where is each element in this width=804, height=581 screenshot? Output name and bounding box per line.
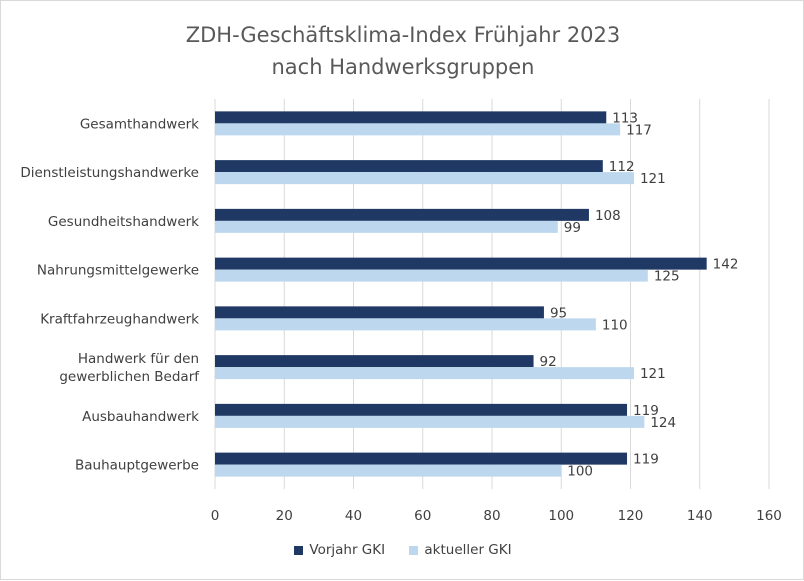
legend-swatch-vorjahr xyxy=(294,545,304,555)
bar-aktuell xyxy=(215,269,648,282)
category-label: gewerblichen Bedarf xyxy=(59,369,200,385)
bar-aktuell xyxy=(215,464,562,477)
data-label-aktuell: 117 xyxy=(626,122,652,138)
category-label: Bauhauptgewerbe xyxy=(75,458,199,474)
x-tick-label-40: 40 xyxy=(345,508,362,524)
x-tick-label-140: 140 xyxy=(687,508,713,524)
bar-aktuell xyxy=(215,220,558,233)
bar-aktuell xyxy=(215,123,621,136)
x-tick-label-80: 80 xyxy=(483,508,500,524)
chart-title-block: ZDH-Geschäftsklima-Index Frühjahr 2023 n… xyxy=(1,19,804,83)
data-label-aktuell: 100 xyxy=(567,464,593,480)
legend-label-aktuell: aktueller GKI xyxy=(424,542,512,558)
x-tick-label-160: 160 xyxy=(756,508,782,524)
category-label: Kraftfahrzeughandwerk xyxy=(40,311,199,327)
data-label-vorjahr: 113 xyxy=(612,110,638,126)
data-label-aktuell: 121 xyxy=(640,366,666,382)
bar-aktuell xyxy=(215,367,634,380)
x-tick-label-120: 120 xyxy=(618,508,644,524)
data-label-vorjahr: 119 xyxy=(633,403,659,419)
bar-vorjahr xyxy=(215,355,534,368)
bar-vorjahr xyxy=(215,257,707,270)
x-tick-label-20: 20 xyxy=(276,508,293,524)
category-label: Nahrungsmittelgewerke xyxy=(37,263,199,279)
data-label-vorjahr: 108 xyxy=(595,208,621,224)
legend-item-aktuell: aktueller GKI xyxy=(409,542,512,558)
category-label: Dienstleistungshandwerke xyxy=(20,165,199,181)
category-label: Handwerk für den xyxy=(78,351,199,367)
category-label: Ausbauhandwerk xyxy=(82,409,199,425)
category-label: Gesamthandwerk xyxy=(80,116,199,132)
data-label-vorjahr: 95 xyxy=(550,305,567,321)
bar-vorjahr xyxy=(215,452,628,465)
bar-vorjahr xyxy=(215,208,589,221)
data-label-vorjahr: 92 xyxy=(540,354,557,370)
data-label-aktuell: 124 xyxy=(650,415,676,431)
bar-aktuell xyxy=(215,172,634,185)
bar-vorjahr xyxy=(215,160,603,173)
data-label-aktuell: 125 xyxy=(654,269,680,285)
data-label-aktuell: 121 xyxy=(640,171,666,187)
data-label-aktuell: 99 xyxy=(564,220,581,236)
bar-aktuell xyxy=(215,318,596,331)
data-label-vorjahr: 142 xyxy=(713,257,739,273)
bar-vorjahr xyxy=(215,111,607,124)
bar-vorjahr xyxy=(215,306,544,319)
x-tick-label-100: 100 xyxy=(548,508,574,524)
bar-vorjahr xyxy=(215,403,628,416)
x-tick-label-60: 60 xyxy=(414,508,431,524)
data-label-vorjahr: 112 xyxy=(609,159,635,175)
bar-aktuell xyxy=(215,415,645,428)
legend-label-vorjahr: Vorjahr GKI xyxy=(309,542,386,558)
chart-subtitle: nach Handwerksgruppen xyxy=(271,55,535,79)
legend-item-vorjahr: Vorjahr GKI xyxy=(294,542,385,558)
legend: Vorjahr GKI aktueller GKI xyxy=(1,542,804,559)
chart-title: ZDH-Geschäftsklima-Index Frühjahr 2023 xyxy=(185,23,621,47)
legend-swatch-aktuell xyxy=(409,545,419,555)
data-label-vorjahr: 119 xyxy=(633,452,659,468)
data-label-aktuell: 110 xyxy=(602,317,628,333)
category-label: Gesundheitshandwerk xyxy=(48,214,199,230)
x-tick-label-0: 0 xyxy=(211,508,220,524)
